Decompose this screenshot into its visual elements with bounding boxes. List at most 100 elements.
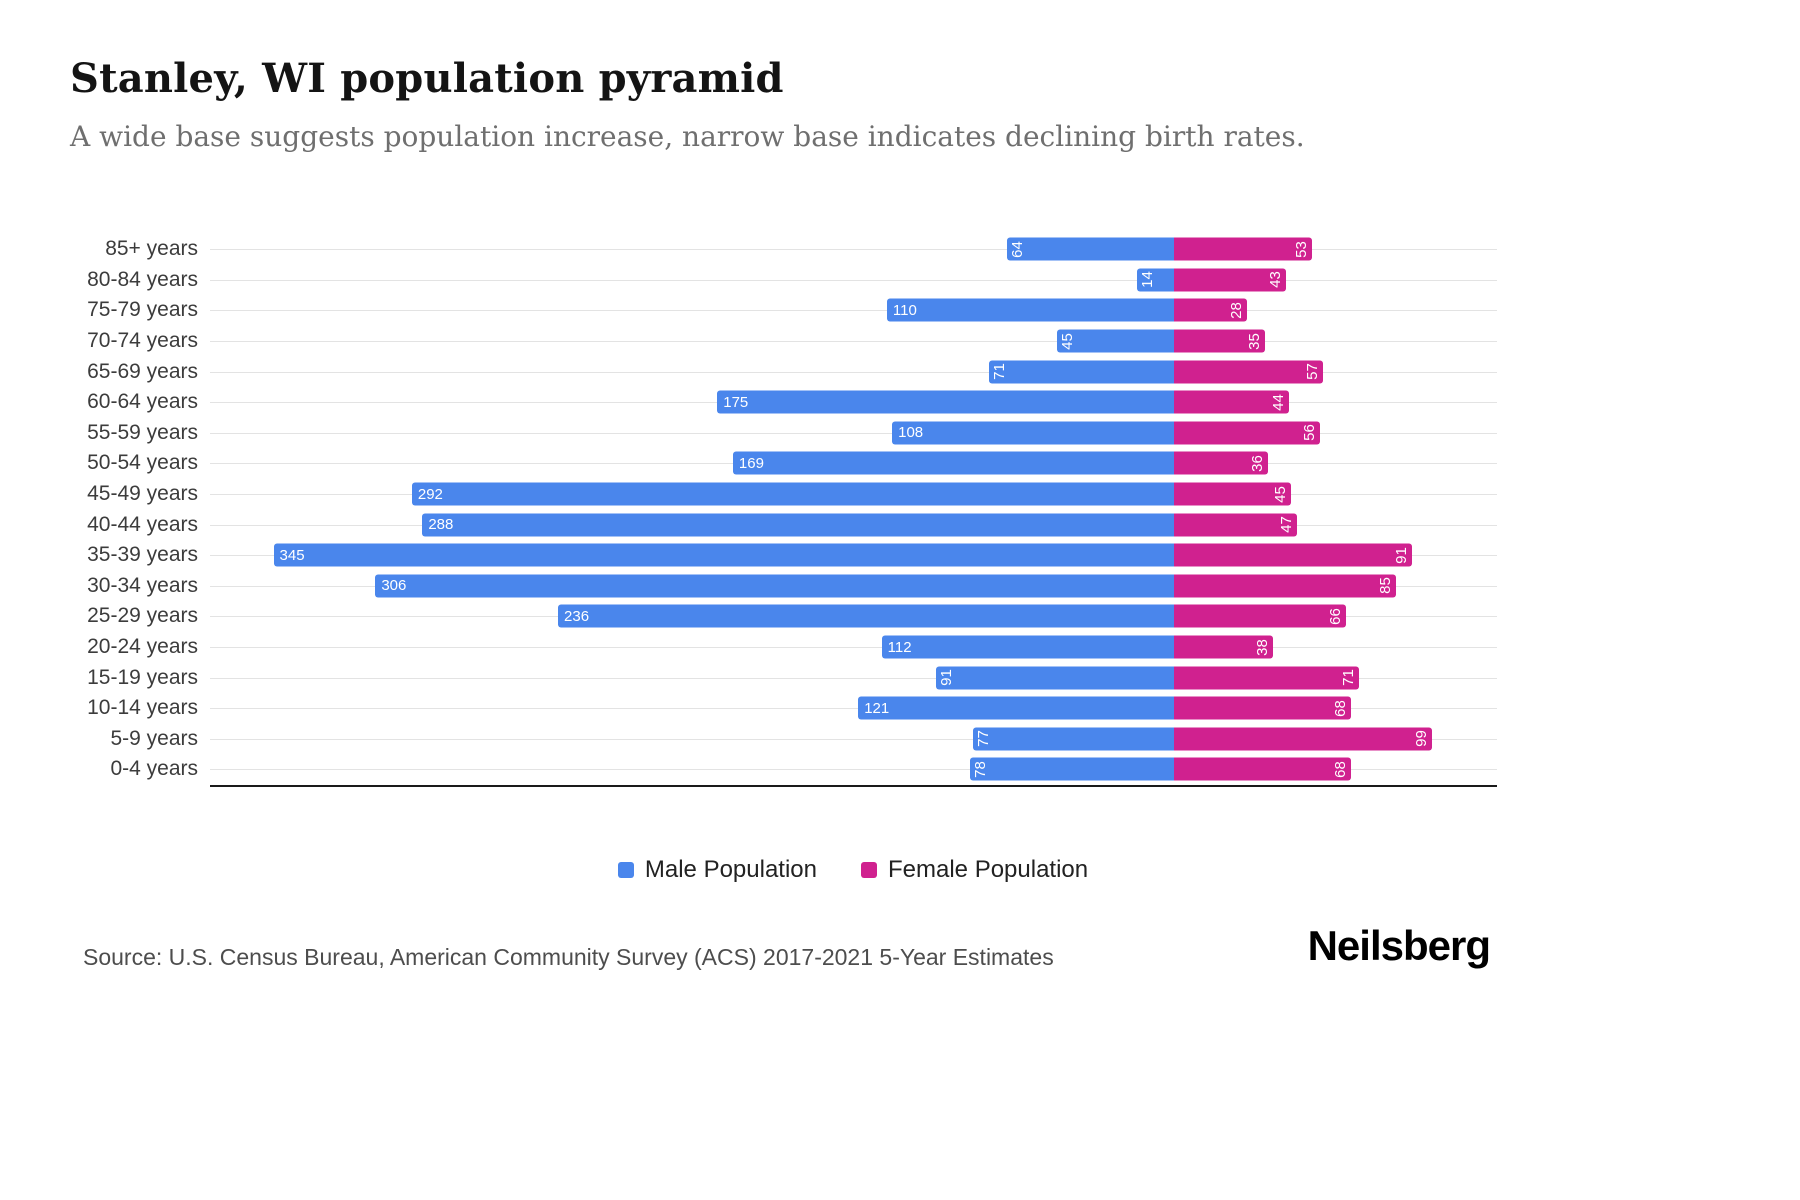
male-population-bar[interactable]: 77 [973, 727, 1174, 751]
female-population-bar[interactable]: 85 [1174, 574, 1396, 598]
female-population-bar[interactable]: 28 [1174, 298, 1248, 322]
female-population-bar[interactable]: 99 [1174, 727, 1433, 751]
chart-legend: Male Population Female Population [0, 850, 1706, 890]
female-population-bar[interactable]: 91 [1174, 543, 1412, 567]
female-value-label: 47 [1277, 516, 1295, 534]
female-population-bar[interactable]: 56 [1174, 421, 1321, 445]
age-group-label: 0-4 years [110, 757, 198, 781]
pyramid-row: 65-69 years 71 57 [0, 356, 1800, 387]
female-population-bar[interactable]: 36 [1174, 451, 1268, 475]
male-population-bar[interactable]: 292 [411, 482, 1174, 506]
source-attribution: Source: U.S. Census Bureau, American Com… [83, 944, 1054, 970]
gridline [210, 249, 1497, 251]
male-population-bar[interactable]: 112 [881, 635, 1174, 659]
male-population-bar[interactable]: 306 [375, 574, 1174, 598]
male-population-bar[interactable]: 175 [717, 390, 1174, 414]
pyramid-row: 80-84 years 14 43 [0, 265, 1800, 296]
chart-title: Stanley, WI population pyramid [70, 55, 784, 102]
pyramid-row: 5-9 years 77 99 [0, 724, 1800, 755]
female-population-bar[interactable]: 71 [1174, 666, 1360, 690]
female-population-bar[interactable]: 38 [1174, 635, 1274, 659]
male-population-bar[interactable]: 110 [886, 298, 1174, 322]
male-value-label: 121 [864, 699, 890, 717]
age-group-label: 30-34 years [87, 573, 198, 597]
male-value-label: 14 [1139, 271, 1157, 289]
male-value-label: 110 [892, 301, 917, 319]
pyramid-row: 55-59 years 108 56 [0, 418, 1800, 449]
male-value-label: 175 [723, 393, 749, 411]
female-legend-label: Female Population [888, 856, 1089, 883]
female-population-bar[interactable]: 45 [1174, 482, 1292, 506]
pyramid-row: 10-14 years 121 68 [0, 693, 1800, 724]
female-population-bar[interactable]: 53 [1174, 237, 1313, 261]
age-group-label: 85+ years [105, 237, 198, 261]
female-population-bar[interactable]: 68 [1174, 757, 1352, 781]
male-value-label: 169 [738, 454, 764, 472]
pyramid-row: 50-54 years 169 36 [0, 448, 1800, 479]
female-population-bar[interactable]: 43 [1174, 268, 1287, 292]
female-population-bar[interactable]: 66 [1174, 604, 1347, 628]
female-population-bar[interactable]: 44 [1174, 390, 1289, 414]
male-value-label: 288 [428, 516, 454, 534]
male-population-bar[interactable]: 71 [988, 360, 1174, 384]
age-group-label: 80-84 years [87, 267, 198, 291]
female-population-bar[interactable]: 35 [1174, 329, 1266, 353]
pyramid-row: 25-29 years 236 66 [0, 601, 1800, 632]
pyramid-row: 70-74 years 45 35 [0, 326, 1800, 357]
male-value-label: 71 [990, 363, 1008, 381]
pyramid-row: 45-49 years 292 45 [0, 479, 1800, 510]
x-axis-line [210, 784, 1497, 787]
gridline [210, 371, 1497, 373]
age-group-label: 35-39 years [87, 543, 198, 567]
female-value-label: 45 [1272, 485, 1290, 503]
legend-item-male[interactable]: Male Population [617, 856, 817, 884]
male-population-bar[interactable]: 169 [732, 451, 1174, 475]
female-value-label: 57 [1303, 363, 1321, 381]
male-population-bar[interactable]: 236 [558, 604, 1174, 628]
age-group-label: 65-69 years [87, 359, 198, 383]
male-population-bar[interactable]: 78 [970, 757, 1174, 781]
chart-subtitle: A wide base suggests population increase… [70, 120, 1305, 153]
male-value-label: 236 [564, 607, 590, 625]
male-population-bar[interactable]: 345 [273, 543, 1174, 567]
male-population-bar[interactable]: 288 [422, 513, 1174, 537]
age-group-label: 15-19 years [87, 665, 198, 689]
female-population-bar[interactable]: 68 [1174, 696, 1352, 720]
male-legend-swatch-icon [617, 862, 634, 878]
legend-item-female[interactable]: Female Population [861, 856, 1088, 884]
male-population-bar[interactable]: 91 [936, 666, 1174, 690]
female-population-bar[interactable]: 47 [1174, 513, 1297, 537]
female-value-label: 44 [1269, 393, 1287, 411]
gridline [210, 677, 1497, 679]
female-value-label: 85 [1376, 577, 1394, 595]
male-population-bar[interactable]: 14 [1137, 268, 1174, 292]
male-value-label: 91 [938, 669, 956, 687]
age-group-label: 40-44 years [87, 512, 198, 536]
male-population-bar[interactable]: 64 [1006, 237, 1174, 261]
pyramid-row: 75-79 years 110 28 [0, 295, 1800, 326]
female-value-label: 56 [1301, 424, 1319, 442]
female-value-label: 66 [1327, 608, 1345, 625]
female-value-label: 28 [1228, 302, 1246, 319]
male-population-bar[interactable]: 108 [892, 421, 1174, 445]
gridline [210, 432, 1497, 434]
gridline [210, 310, 1497, 312]
female-value-label: 35 [1246, 332, 1264, 350]
female-population-bar[interactable]: 57 [1174, 360, 1323, 384]
male-value-label: 77 [975, 730, 993, 748]
female-value-label: 68 [1332, 699, 1350, 717]
pyramid-row: 0-4 years 78 68 [0, 754, 1800, 785]
female-value-label: 38 [1254, 638, 1272, 656]
gridline [210, 647, 1497, 649]
age-group-label: 55-59 years [87, 420, 198, 444]
neilsberg-logo[interactable]: Neilsberg [1307, 922, 1491, 969]
female-value-label: 68 [1332, 761, 1350, 778]
female-value-label: 91 [1392, 546, 1410, 564]
female-value-label: 99 [1413, 730, 1431, 748]
female-value-label: 71 [1340, 669, 1358, 687]
male-population-bar[interactable]: 45 [1056, 329, 1174, 353]
pyramid-row: 20-24 years 112 38 [0, 632, 1800, 663]
male-value-label: 108 [898, 424, 924, 442]
male-value-label: 112 [887, 638, 912, 656]
male-population-bar[interactable]: 121 [858, 696, 1174, 720]
